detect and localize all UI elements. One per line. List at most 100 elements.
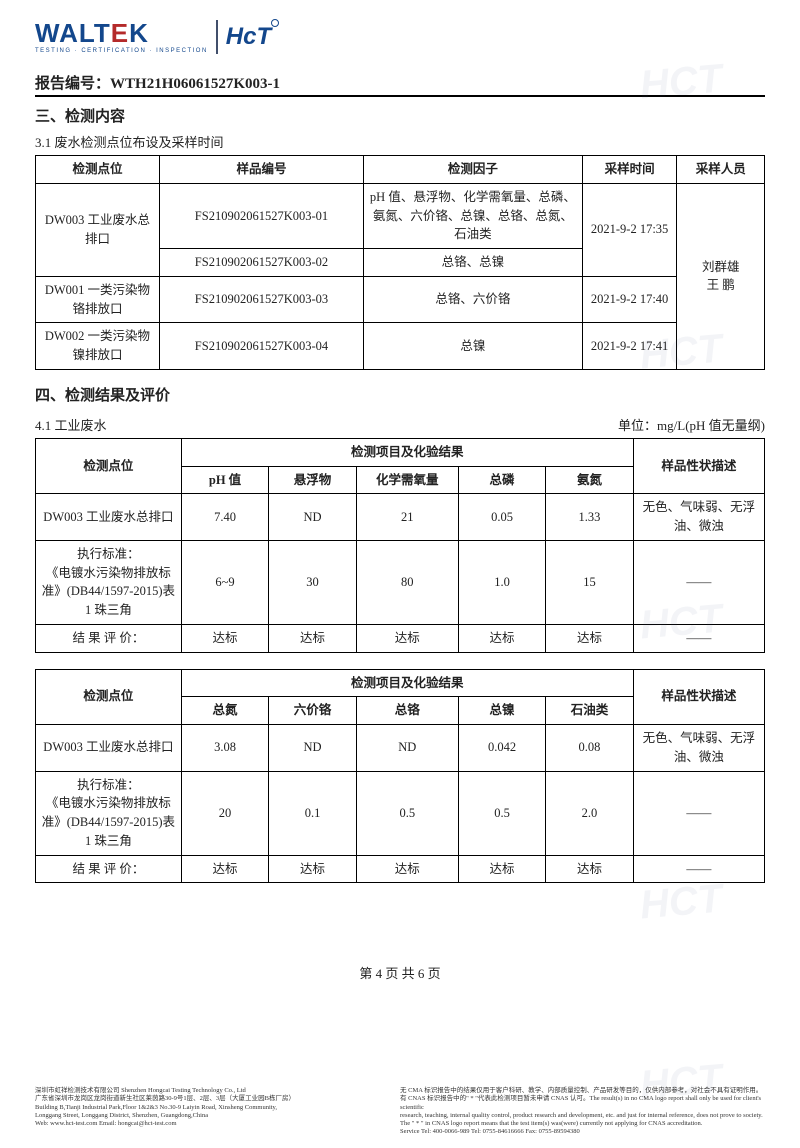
cell-desc: ——	[633, 624, 764, 652]
waltek-logo: WALTEK TESTING · CERTIFICATION · INSPECT…	[35, 20, 208, 54]
cell-value: 0.1	[269, 771, 356, 855]
cell-desc: ——	[633, 540, 764, 624]
th-col: 悬浮物	[269, 466, 356, 494]
table-row: DW001 一类污染物铬排放口 FS210902061527K003-03 总铬…	[36, 276, 765, 323]
cell-value: 0.5	[458, 771, 545, 855]
cell-eval: 达标	[181, 855, 268, 883]
table-row: 结 果 评 价： 达标 达标 达标 达标 达标 ——	[36, 855, 765, 883]
footer-right: 无 CMA 标识报告中的结果仅用于客户科研、教学、内部质量控制、产品研发等目的，…	[400, 1087, 765, 1136]
cell-sample: FS210902061527K003-04	[159, 323, 363, 370]
section-3-title: 三、检测内容	[35, 105, 765, 126]
cell-value: 2.0	[546, 771, 633, 855]
table-row: 执行标准： 《电镀水污染物排放标准》(DB44/1597-2015)表 1 珠三…	[36, 540, 765, 624]
cell-eval: 达标	[458, 624, 545, 652]
cell-value: 20	[181, 771, 268, 855]
cell-value: 6~9	[181, 540, 268, 624]
cell-value: 0.5	[356, 771, 458, 855]
th-description: 样品性状描述	[633, 669, 764, 725]
table-row: 结 果 评 价： 达标 达标 达标 达标 达标 ——	[36, 624, 765, 652]
table-row: DW002 一类污染物镍排放口 FS210902061527K003-04 总镍…	[36, 323, 765, 370]
page-number: 第 4 页 共 6 页	[35, 963, 765, 982]
cell-factors: 总铬、总镍	[364, 249, 583, 277]
th-location: 检测点位	[36, 669, 182, 725]
cell-desc: ——	[633, 771, 764, 855]
table-header-row: 检测点位 检测项目及化验结果 样品性状描述	[36, 669, 765, 697]
table-row: DW003 工业废水总排口 3.08 ND ND 0.042 0.08 无色、气…	[36, 725, 765, 772]
cell-value: 1.0	[458, 540, 545, 624]
cell-eval: 达标	[181, 624, 268, 652]
th-location: 检测点位	[36, 156, 160, 184]
th-factors: 检测因子	[364, 156, 583, 184]
sampling-table: 检测点位 样品编号 检测因子 采样时间 采样人员 DW003 工业废水总排口 F…	[35, 155, 765, 370]
cell-eval: 达标	[546, 855, 633, 883]
unit-label: 单位：mg/L(pH 值无量纲)	[618, 415, 765, 434]
footer: 深圳市虹祥检测技术有限公司 Shenzhen Hongcai Testing T…	[35, 1087, 765, 1136]
th-col: 化学需氧量	[356, 466, 458, 494]
footer-left: 深圳市虹祥检测技术有限公司 Shenzhen Hongcai Testing T…	[35, 1087, 385, 1128]
results-table-b: 检测点位 检测项目及化验结果 样品性状描述 总氮 六价铬 总铬 总镍 石油类 D…	[35, 669, 765, 884]
cell-eval-label: 结 果 评 价：	[36, 624, 182, 652]
table-header-row: 检测点位 样品编号 检测因子 采样时间 采样人员	[36, 156, 765, 184]
results-table-a: 检测点位 检测项目及化验结果 样品性状描述 pH 值 悬浮物 化学需氧量 总磷 …	[35, 438, 765, 653]
cell-value: 0.05	[458, 494, 545, 541]
report-number: 报告编号：WTH21H06061527K003-1	[35, 72, 765, 93]
th-col: 氨氮	[546, 466, 633, 494]
cell-factors: 总铬、六价铬	[364, 276, 583, 323]
cell-time: 2021-9-2 17:40	[582, 276, 677, 323]
divider	[35, 95, 765, 97]
cell-factors: 总镍	[364, 323, 583, 370]
th-col: 石油类	[546, 697, 633, 725]
cell-value: 1.33	[546, 494, 633, 541]
cell-factors: pH 值、悬浮物、化学需氧量、总磷、氨氮、六价铬、总镍、总铬、总氮、石油类	[364, 183, 583, 248]
cell-value: 0.08	[546, 725, 633, 772]
th-col: 总镍	[458, 697, 545, 725]
cell-value: 15	[546, 540, 633, 624]
cell-location: DW003 工业废水总排口	[36, 725, 182, 772]
cell-value: 0.042	[458, 725, 545, 772]
th-col: 总磷	[458, 466, 545, 494]
cell-value: 80	[356, 540, 458, 624]
cell-eval: 达标	[356, 855, 458, 883]
cell-persons: 刘群雄 王 鹏	[677, 183, 765, 369]
hct-logo: HcT	[226, 23, 271, 51]
cell-location: DW001 一类污染物铬排放口	[36, 276, 160, 323]
cell-sample: FS210902061527K003-03	[159, 276, 363, 323]
cell-desc: ——	[633, 855, 764, 883]
th-description: 样品性状描述	[633, 438, 764, 494]
cell-value: 21	[356, 494, 458, 541]
table-row: DW003 工业废水总排口 FS210902061527K003-01 pH 值…	[36, 183, 765, 248]
th-results-group: 检测项目及化验结果	[181, 438, 633, 466]
cell-value: 30	[269, 540, 356, 624]
table-header-row: 检测点位 检测项目及化验结果 样品性状描述	[36, 438, 765, 466]
cell-sample: FS210902061527K003-01	[159, 183, 363, 248]
th-time: 采样时间	[582, 156, 677, 184]
logo-separator	[216, 20, 218, 54]
cell-location: DW003 工业废水总排口	[36, 494, 182, 541]
section-4-1-title: 4.1 工业废水	[35, 415, 107, 434]
cell-standard: 执行标准： 《电镀水污染物排放标准》(DB44/1597-2015)表 1 珠三…	[36, 540, 182, 624]
cell-location: DW003 工业废水总排口	[36, 183, 160, 276]
cell-standard: 执行标准： 《电镀水污染物排放标准》(DB44/1597-2015)表 1 珠三…	[36, 771, 182, 855]
cell-value: 7.40	[181, 494, 268, 541]
th-col: 总氮	[181, 697, 268, 725]
cell-eval: 达标	[458, 855, 545, 883]
cell-time: 2021-9-2 17:35	[582, 183, 677, 276]
th-location: 检测点位	[36, 438, 182, 494]
cell-eval-label: 结 果 评 价：	[36, 855, 182, 883]
cell-desc: 无色、气味弱、无浮油、微浊	[633, 494, 764, 541]
th-col: pH 值	[181, 466, 268, 494]
th-col: 总铬	[356, 697, 458, 725]
table-row: 执行标准： 《电镀水污染物排放标准》(DB44/1597-2015)表 1 珠三…	[36, 771, 765, 855]
th-sample-no: 样品编号	[159, 156, 363, 184]
cell-eval: 达标	[269, 855, 356, 883]
cell-sample: FS210902061527K003-02	[159, 249, 363, 277]
table-row: DW003 工业废水总排口 7.40 ND 21 0.05 1.33 无色、气味…	[36, 494, 765, 541]
cell-location: DW002 一类污染物镍排放口	[36, 323, 160, 370]
logo-block: WALTEK TESTING · CERTIFICATION · INSPECT…	[35, 20, 765, 54]
cell-value: ND	[269, 494, 356, 541]
th-col: 六价铬	[269, 697, 356, 725]
section-3-1-title: 3.1 废水检测点位布设及采样时间	[35, 132, 765, 151]
section-4-title: 四、检测结果及评价	[35, 384, 765, 405]
cell-time: 2021-9-2 17:41	[582, 323, 677, 370]
cell-value: 3.08	[181, 725, 268, 772]
